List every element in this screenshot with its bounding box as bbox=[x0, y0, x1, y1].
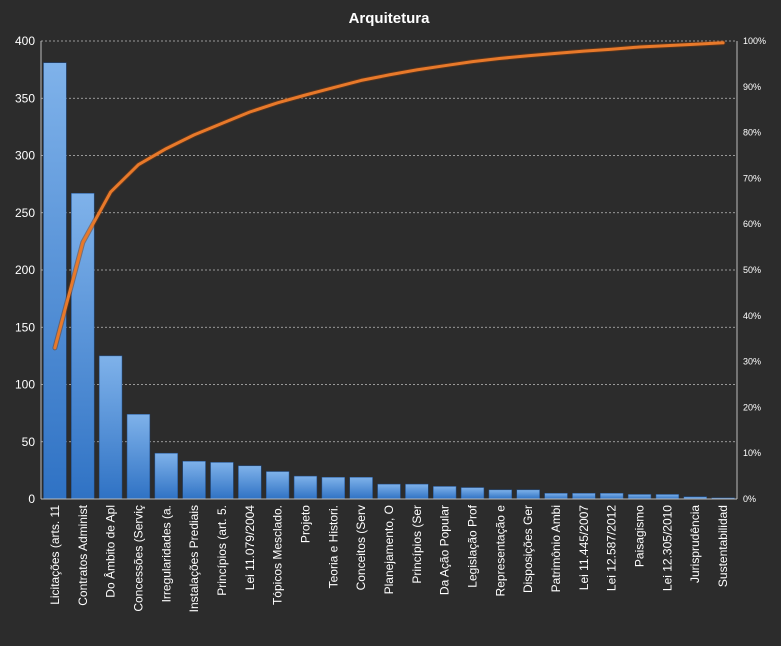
bar bbox=[321, 476, 345, 500]
right-tick-label: 80% bbox=[743, 128, 761, 138]
x-tick-label: Paisagismo bbox=[633, 505, 647, 567]
x-tick-label: Conceitos (Serv bbox=[354, 505, 368, 590]
left-tick-label: 300 bbox=[15, 149, 35, 163]
cumulative-line-shadow bbox=[52, 40, 726, 351]
left-tick-label: 0 bbox=[28, 492, 35, 506]
bar bbox=[572, 493, 596, 500]
bar bbox=[98, 355, 123, 500]
x-tick-label: Lei 12.587/2012 bbox=[605, 505, 619, 591]
bar bbox=[265, 471, 290, 500]
bar bbox=[210, 462, 234, 500]
bar bbox=[182, 460, 206, 500]
right-tick-label: 40% bbox=[743, 311, 761, 321]
right-tick-label: 10% bbox=[743, 448, 761, 458]
x-tick-label: Representação e bbox=[493, 505, 507, 597]
grid-lines bbox=[41, 40, 737, 443]
x-tick-label: Lei 12.305/2010 bbox=[660, 505, 674, 591]
x-tick-label: Irregularidades (a. bbox=[159, 505, 173, 602]
right-axis-ticks: 0% 10% 20% 30% 40% 50% 60% 70% 80% 90% 100% bbox=[743, 36, 766, 504]
bars bbox=[43, 62, 735, 500]
x-tick-label: Tópicos Mesclado. bbox=[271, 505, 285, 605]
left-tick-label: 100 bbox=[15, 378, 35, 392]
x-tick-label: Patrimônio Ambi bbox=[549, 505, 563, 592]
right-tick-label: 60% bbox=[743, 219, 761, 229]
cumulative-line bbox=[52, 40, 726, 351]
bar bbox=[126, 414, 151, 500]
x-tick-label: Jurisprudência bbox=[688, 505, 702, 583]
x-tick-label: Lei 11.445/2007 bbox=[577, 505, 591, 591]
x-tick-label: Teoria e Histori. bbox=[326, 505, 340, 588]
right-tick-label: 0% bbox=[743, 494, 756, 504]
x-tick-label: Sustentabilidad bbox=[716, 505, 730, 587]
right-tick-label: 70% bbox=[743, 173, 761, 183]
bar bbox=[488, 489, 513, 500]
bar bbox=[544, 493, 568, 500]
left-tick-label: 50 bbox=[22, 435, 36, 449]
bar bbox=[460, 487, 485, 500]
right-tick-label: 50% bbox=[743, 265, 761, 275]
bar bbox=[433, 486, 457, 500]
bar bbox=[43, 62, 67, 500]
x-tick-label: Projeto bbox=[299, 505, 313, 543]
right-tick-label: 90% bbox=[743, 82, 761, 92]
x-tick-label: Disposições Ger bbox=[521, 505, 535, 593]
bar bbox=[627, 494, 652, 500]
bar bbox=[293, 475, 318, 500]
right-tick-label: 100% bbox=[743, 36, 766, 46]
x-tick-label: Da Ação Popular bbox=[438, 505, 452, 595]
bar bbox=[154, 452, 178, 500]
x-tick-label: Licitações (arts. 11 bbox=[48, 505, 62, 605]
cumulative-line-path bbox=[53, 41, 725, 350]
bar bbox=[349, 476, 373, 500]
bar bbox=[516, 489, 540, 500]
x-tick-label: Lei 11.079/2004 bbox=[243, 505, 257, 591]
right-tick-label: 20% bbox=[743, 402, 761, 412]
bar bbox=[655, 494, 680, 500]
left-tick-label: 400 bbox=[15, 34, 35, 48]
chart-title: Arquitetura bbox=[349, 10, 430, 27]
left-tick-label: 150 bbox=[15, 320, 35, 334]
x-axis-ticks: Licitações (arts. 11 Contratos Administ Do… bbox=[48, 504, 730, 612]
left-tick-label: 250 bbox=[15, 206, 35, 220]
left-tick-label: 350 bbox=[15, 91, 35, 105]
bar bbox=[377, 483, 401, 500]
x-tick-label: Instalações Prediais bbox=[187, 505, 201, 612]
left-tick-label: 200 bbox=[15, 263, 35, 277]
x-tick-label: Do Âmbito de Apl bbox=[103, 505, 118, 598]
axes bbox=[40, 41, 738, 500]
bar bbox=[600, 493, 624, 500]
x-tick-label: Princípios (art. 5. bbox=[215, 505, 229, 596]
left-axis-ticks: 0 50 100 150 200 250 300 350 400 bbox=[15, 34, 35, 506]
x-tick-label: Princípios (Ser bbox=[410, 505, 424, 584]
bar bbox=[238, 465, 262, 500]
x-tick-label: Planejamento, O bbox=[382, 505, 396, 594]
x-tick-label: Contratos Administ bbox=[76, 504, 90, 605]
x-tick-label: Concessões (Serviç bbox=[131, 505, 145, 612]
x-tick-label: Legislação Prof bbox=[466, 504, 480, 587]
right-tick-label: 30% bbox=[743, 357, 761, 367]
bar bbox=[405, 483, 429, 500]
